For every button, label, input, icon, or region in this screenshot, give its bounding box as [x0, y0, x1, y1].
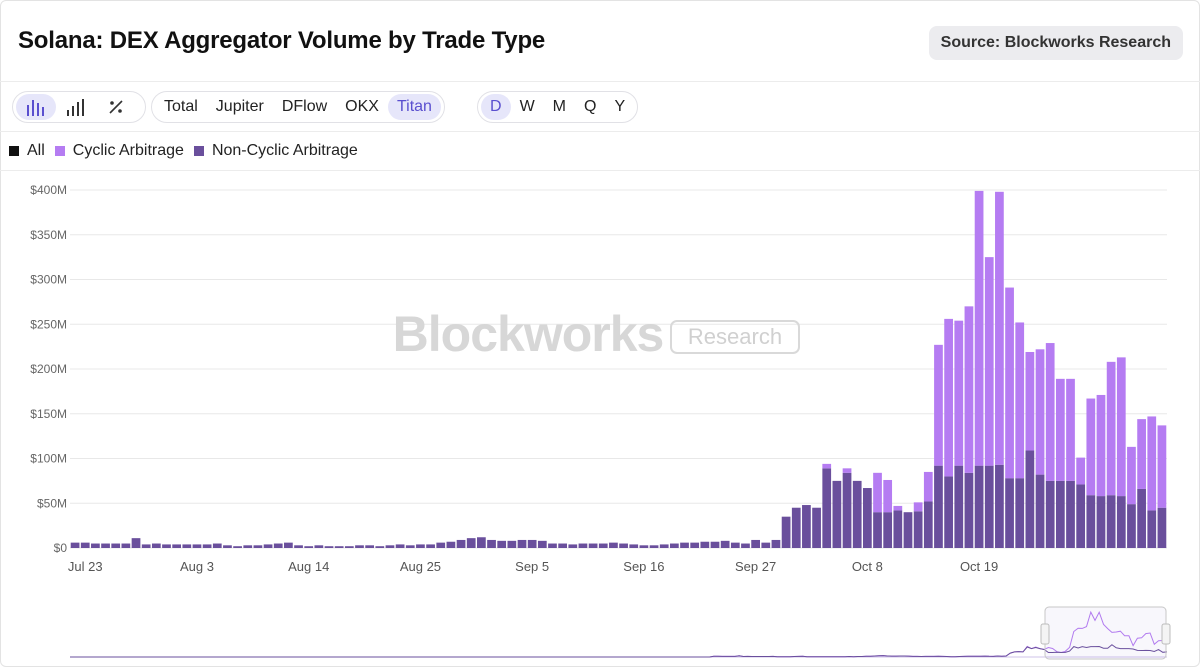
- legend-swatch-all: [9, 146, 19, 156]
- filter-jupiter[interactable]: Jupiter: [215, 98, 264, 115]
- filter-titan[interactable]: Titan: [387, 94, 441, 120]
- percent-icon: [109, 100, 123, 114]
- legend-label-noncyclic: Non-Cyclic Arbitrage: [211, 142, 358, 159]
- legend-divider: [0, 170, 1200, 171]
- filter-total[interactable]: Total: [164, 98, 198, 115]
- chart-toolbar: Total Jupiter DFlow OKX Titan D W M Q Y: [0, 82, 1200, 132]
- filter-dflow[interactable]: DFlow: [281, 98, 328, 115]
- chart-legend: All Cyclic Arbitrage Non-Cyclic Arbitrag…: [9, 142, 368, 160]
- chart-header: Solana: DEX Aggregator Volume by Trade T…: [0, 0, 1200, 82]
- source-button[interactable]: Source: Blockworks Research: [928, 26, 1183, 60]
- stacked-bar-view-button[interactable]: [16, 94, 56, 120]
- legend-item-all[interactable]: All: [9, 142, 45, 160]
- period-toggle: D W M Q Y: [477, 91, 639, 123]
- filter-okx[interactable]: OKX: [345, 98, 379, 115]
- legend-label-all: All: [27, 142, 45, 159]
- period-yearly[interactable]: Y: [614, 98, 626, 115]
- chart-title: Solana: DEX Aggregator Volume by Trade T…: [18, 27, 546, 54]
- legend-swatch-cyclic: [54, 146, 65, 156]
- chart-type-toggle: [12, 91, 146, 123]
- aggregator-filter: Total Jupiter DFlow OKX Titan: [151, 91, 445, 123]
- period-weekly[interactable]: W: [519, 98, 535, 115]
- legend-item-noncyclic[interactable]: Non-Cyclic Arbitrage: [193, 142, 358, 160]
- percent-view-button[interactable]: [96, 94, 136, 120]
- bar-view-button[interactable]: [56, 94, 96, 120]
- bar-chart-stacked-icon: [27, 100, 44, 116]
- legend-item-cyclic[interactable]: Cyclic Arbitrage: [54, 142, 184, 160]
- bar-chart-icon: [67, 99, 84, 116]
- legend-label-cyclic: Cyclic Arbitrage: [72, 142, 184, 159]
- legend-swatch-noncyclic: [193, 146, 204, 156]
- period-daily[interactable]: D: [481, 94, 511, 120]
- period-monthly[interactable]: M: [552, 98, 566, 115]
- period-quarterly[interactable]: Q: [584, 98, 597, 115]
